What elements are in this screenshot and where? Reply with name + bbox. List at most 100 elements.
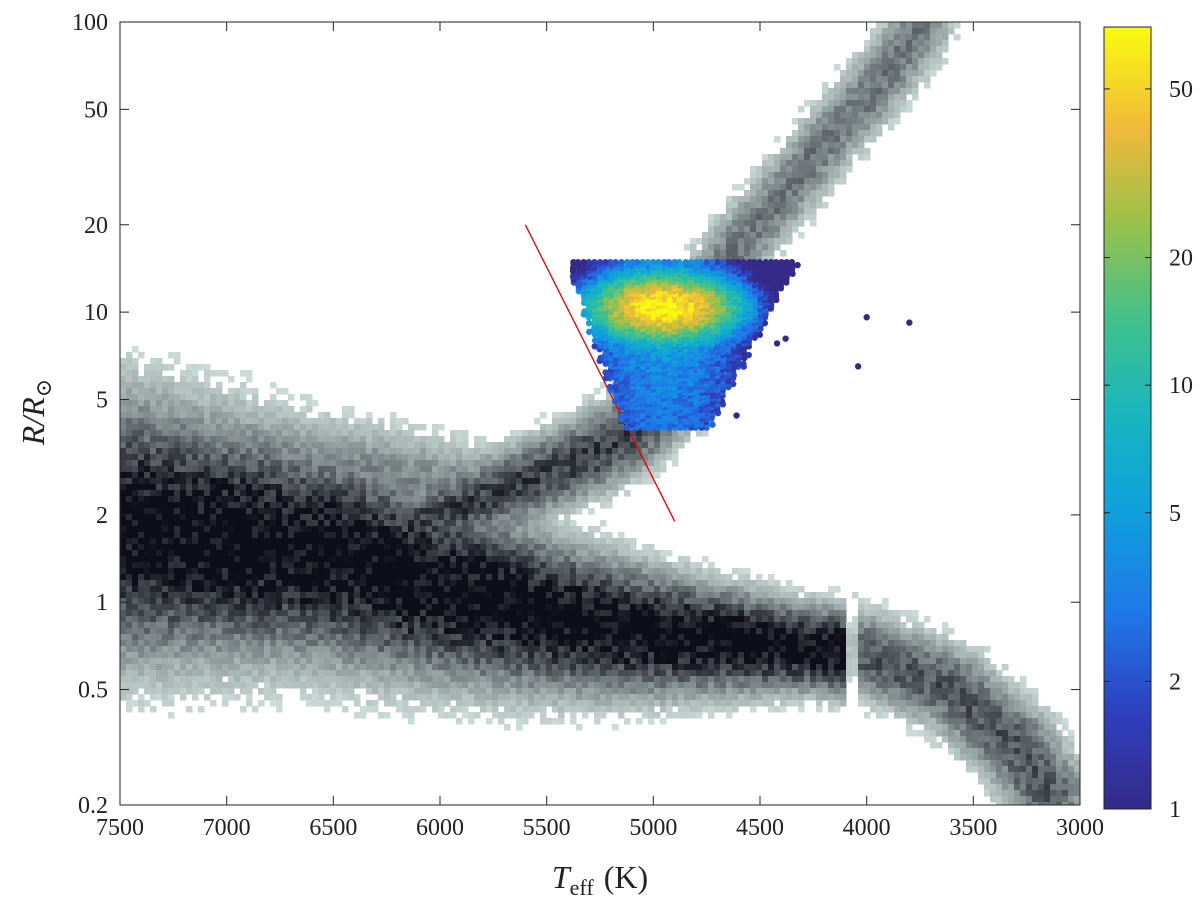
density-cell: [138, 544, 145, 551]
density-cell: [384, 472, 391, 479]
density-cell: [480, 694, 487, 701]
density-cell: [534, 466, 541, 473]
density-cell: [522, 718, 529, 725]
density-cell: [378, 646, 385, 653]
density-cell: [486, 508, 493, 515]
density-cell: [222, 514, 229, 521]
density-cell: [390, 448, 397, 455]
density-cell: [120, 544, 127, 551]
density-cell: [690, 646, 697, 653]
density-cell: [390, 700, 397, 707]
density-cell: [234, 640, 241, 647]
density-cell: [540, 604, 547, 611]
density-cell: [702, 430, 709, 437]
density-cell: [588, 526, 595, 533]
density-cell: [252, 574, 259, 581]
density-cell: [462, 652, 469, 659]
density-cell: [468, 676, 475, 683]
density-cell: [138, 694, 145, 701]
density-cell: [606, 496, 613, 503]
density-cell: [264, 538, 271, 545]
density-cell: [372, 538, 379, 545]
density-cell: [426, 508, 433, 515]
density-cell: [126, 562, 133, 569]
density-cell: [618, 634, 625, 641]
density-cell: [306, 634, 313, 641]
density-cell: [528, 586, 535, 593]
density-cell: [498, 610, 505, 617]
density-cell: [198, 586, 205, 593]
density-cell: [318, 700, 325, 707]
density-cell: [444, 682, 451, 689]
density-cell: [342, 406, 349, 413]
density-cell: [300, 658, 307, 665]
density-cell: [210, 574, 217, 581]
density-cell: [570, 502, 577, 509]
density-cell: [408, 538, 415, 545]
density-cell: [528, 514, 535, 521]
density-cell: [372, 688, 379, 695]
density-cell: [162, 526, 169, 533]
density-cell: [156, 586, 163, 593]
density-cell: [258, 526, 265, 533]
density-cell: [510, 556, 517, 563]
density-cell: [186, 382, 193, 389]
density-cell: [162, 418, 169, 425]
density-cell: [552, 622, 559, 629]
density-cell: [672, 640, 679, 647]
density-cell: [588, 442, 595, 449]
density-cell: [186, 520, 193, 527]
density-cell: [402, 640, 409, 647]
density-cell: [666, 442, 673, 449]
density-cell: [492, 604, 499, 611]
density-cell: [204, 370, 211, 377]
density-cell: [528, 442, 535, 449]
density-cell: [144, 412, 151, 419]
density-cell: [606, 592, 613, 599]
density-cell: [234, 658, 241, 665]
density-cell: [126, 670, 133, 677]
density-cell: [156, 448, 163, 455]
density-cell: [486, 526, 493, 533]
density-cell: [354, 442, 361, 449]
density-cell: [132, 634, 139, 641]
density-cell: [594, 406, 601, 413]
density-cell: [198, 556, 205, 563]
density-cell: [240, 544, 247, 551]
density-cell: [276, 496, 283, 503]
density-cell: [672, 580, 679, 587]
density-cell: [354, 526, 361, 533]
density-cell: [270, 556, 277, 563]
density-cell: [492, 592, 499, 599]
density-cell: [456, 628, 463, 635]
density-cell: [690, 670, 697, 677]
density-cell: [288, 472, 295, 479]
density-cell: [642, 550, 649, 557]
density-cell: [414, 448, 421, 455]
density-cell: [420, 514, 427, 521]
density-cell: [426, 610, 433, 617]
density-cell: [588, 478, 595, 485]
density-cell: [606, 562, 613, 569]
density-cell: [324, 532, 331, 539]
density-cell: [654, 442, 661, 449]
density-cell: [144, 652, 151, 659]
density-cell: [432, 454, 439, 461]
density-cell: [540, 556, 547, 563]
density-cell: [324, 460, 331, 467]
density-cell: [150, 490, 157, 497]
density-cell: [468, 562, 475, 569]
density-cell: [192, 616, 199, 623]
density-cell: [642, 442, 649, 449]
density-cell: [246, 514, 253, 521]
density-cell: [234, 598, 241, 605]
density-cell: [174, 664, 181, 671]
density-cell: [180, 556, 187, 563]
density-cell: [354, 676, 361, 683]
density-cell: [222, 478, 229, 485]
density-cell: [312, 430, 319, 437]
density-cell: [648, 556, 655, 563]
density-cell: [234, 586, 241, 593]
density-cell: [264, 574, 271, 581]
density-cell: [624, 454, 631, 461]
